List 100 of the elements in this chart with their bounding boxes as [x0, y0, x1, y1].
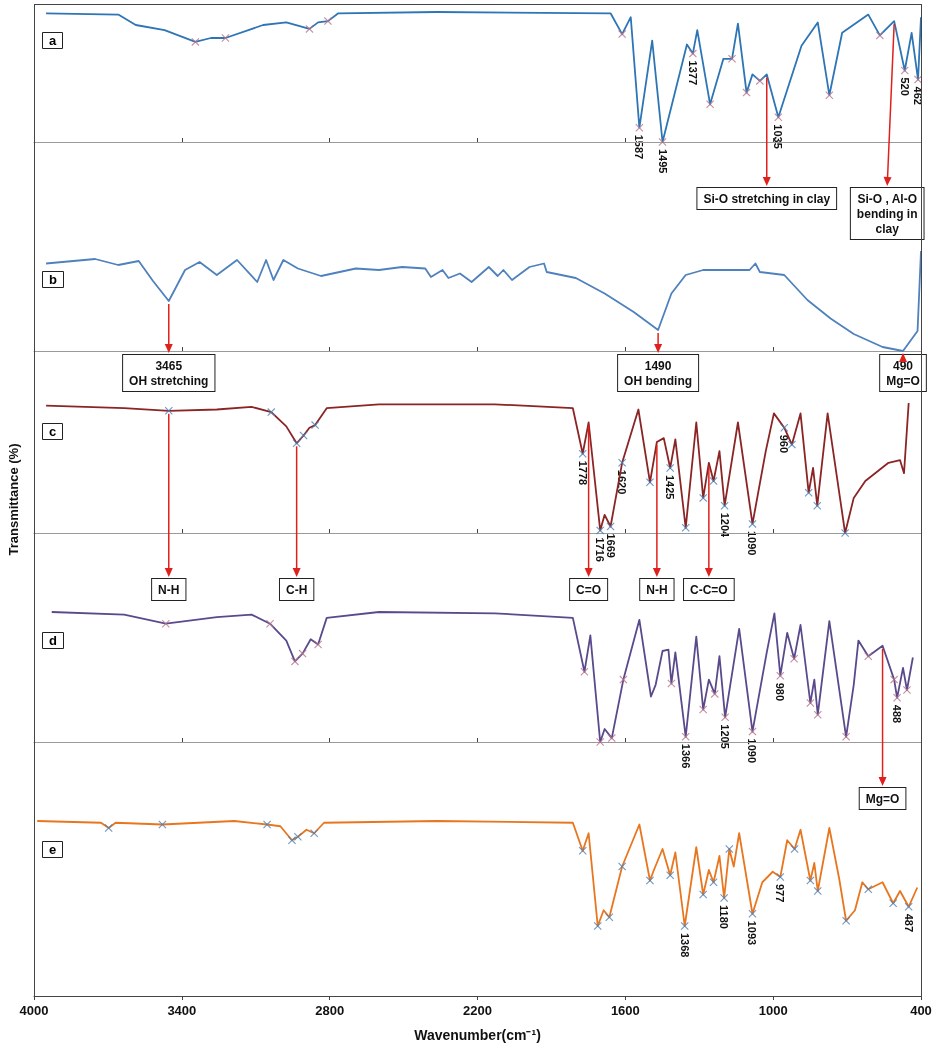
annotation: N-H	[158, 582, 180, 597]
annotation: 1204	[718, 512, 731, 539]
x-tick-label: 1000	[758, 1003, 788, 1018]
point	[706, 100, 715, 109]
point	[596, 738, 605, 746]
text: d	[49, 633, 57, 648]
annotation: Si-O stretching in clay	[703, 191, 831, 206]
point	[725, 845, 734, 853]
point	[263, 820, 272, 829]
point	[893, 693, 902, 702]
point	[842, 916, 851, 925]
point	[578, 846, 587, 855]
annotation: 1716	[594, 537, 607, 562]
point	[618, 30, 627, 39]
annotation: N-H	[646, 582, 668, 597]
point	[699, 493, 708, 502]
annotation: 488	[891, 704, 904, 724]
point	[900, 66, 909, 75]
annotation: C-C=O	[690, 582, 728, 597]
annotation: C=O	[576, 582, 602, 597]
point	[709, 477, 718, 485]
annotation: 1090	[746, 530, 759, 556]
x-tick-label: 3400	[167, 1003, 197, 1018]
annotation: 980	[774, 682, 787, 702]
point	[311, 421, 320, 430]
point	[619, 675, 628, 684]
point	[680, 922, 689, 930]
point	[290, 657, 299, 666]
point	[596, 526, 605, 535]
point	[191, 37, 200, 46]
annotation: 1377	[686, 60, 699, 86]
point	[813, 501, 822, 510]
point	[804, 488, 813, 497]
point	[645, 478, 654, 487]
point	[104, 824, 113, 832]
annotation: 1035	[772, 124, 785, 149]
point	[780, 423, 789, 432]
point	[578, 449, 587, 458]
point	[266, 619, 275, 628]
point	[666, 871, 675, 880]
text: b	[49, 272, 57, 287]
point	[314, 640, 323, 649]
point	[728, 54, 737, 63]
text: a	[49, 33, 57, 48]
text: e	[49, 842, 57, 857]
annotation: 1669	[604, 533, 617, 558]
point	[645, 876, 654, 885]
point	[721, 713, 730, 722]
x-tick-label: 2200	[463, 1003, 492, 1018]
annotation: 1366	[679, 743, 692, 769]
point	[161, 619, 170, 628]
point	[748, 909, 757, 918]
point	[681, 732, 690, 741]
point	[813, 887, 822, 895]
point	[267, 408, 276, 417]
point	[790, 845, 799, 853]
point	[287, 836, 296, 845]
y-axis-title: Transmittance (%)	[5, 443, 21, 556]
point	[864, 652, 873, 661]
point	[310, 829, 319, 838]
annotation: 1093	[746, 920, 759, 946]
point	[699, 705, 708, 714]
annotation: 1778	[576, 460, 589, 486]
point	[605, 913, 614, 922]
point	[164, 406, 173, 415]
point	[825, 91, 834, 100]
annotation: 977	[774, 884, 787, 903]
point	[293, 832, 302, 841]
point	[842, 732, 851, 741]
x-tick-label: 1600	[610, 1003, 640, 1018]
point	[755, 76, 764, 85]
point	[776, 671, 785, 680]
point	[774, 113, 783, 122]
point	[889, 899, 898, 908]
point	[720, 501, 729, 510]
x-tick-label: 4000	[19, 1003, 49, 1018]
x-tick-label: 400	[910, 1003, 932, 1018]
point	[748, 519, 757, 528]
point	[790, 654, 799, 663]
point	[292, 439, 301, 448]
point	[305, 24, 314, 33]
annotation: 3465 OH stretching	[129, 358, 209, 388]
annotation: 1368	[678, 933, 691, 958]
point	[864, 885, 873, 894]
annotation: 960	[778, 434, 791, 454]
point	[221, 34, 230, 42]
annotation: 520	[898, 77, 911, 96]
point	[699, 890, 708, 899]
annotation: 1425	[664, 475, 677, 500]
point	[806, 699, 815, 707]
annotation: 1495	[656, 149, 669, 174]
point	[890, 675, 899, 684]
point	[904, 902, 913, 911]
point	[635, 123, 644, 132]
point	[618, 862, 627, 871]
point	[618, 458, 627, 467]
annotation: 1180	[718, 905, 731, 929]
x-axis-title: Wavenumber(cm⁻¹)	[414, 1027, 541, 1043]
x-tick-label: 2800	[315, 1003, 345, 1018]
point	[580, 667, 589, 676]
